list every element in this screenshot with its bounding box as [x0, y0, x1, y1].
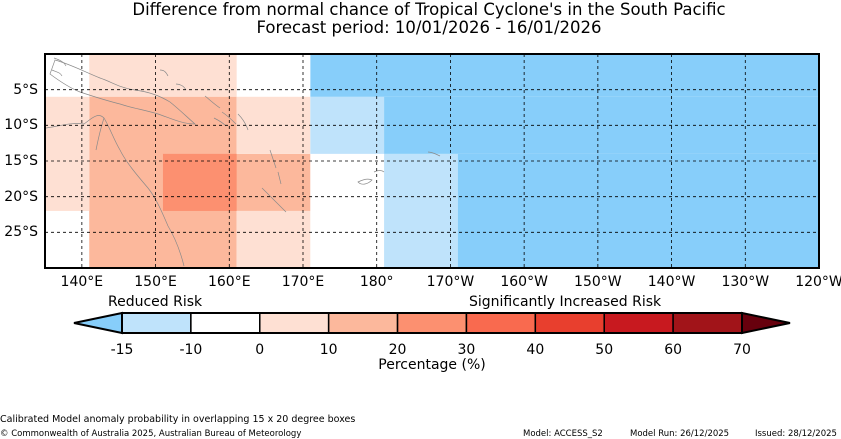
anomaly-cell-4 [162, 153, 237, 211]
lat-tick-label: 25°S [4, 224, 38, 241]
colorbar-segment [396, 312, 468, 334]
increased-risk-label: Significantly Increased Risk [469, 294, 662, 310]
colorbar-segment [121, 312, 192, 334]
anomaly-cell-11 [384, 96, 819, 154]
footer-model: Model: ACCESS_S2 [523, 429, 603, 439]
colorbar-tick: 70 [733, 342, 751, 358]
lat-tick-label: 5°S [13, 81, 38, 98]
anomaly-cell-10 [310, 54, 819, 97]
colorbar-tick: 30 [457, 342, 476, 358]
footer-issued: Issued: 28/12/2025 [755, 429, 837, 439]
forecast-period: Forecast period: 10/01/2026 - 16/01/2026 [256, 18, 602, 37]
colorbar [73, 311, 791, 335]
map-frame [44, 53, 820, 269]
lon-tick-label: 140°W [647, 274, 696, 290]
anomaly-cell-9 [384, 153, 458, 268]
colorbar-segment [603, 312, 674, 334]
lon-tick-label: 180° [359, 274, 394, 290]
lon-tick-label: 160°W [500, 274, 548, 290]
lon-tick-label: 170°E [281, 274, 325, 290]
anomaly-cell-2 [45, 96, 90, 211]
colorbar-segment [534, 312, 605, 334]
lon-tick-label: 160°E [207, 274, 251, 290]
anomaly-cell-6 [236, 210, 311, 268]
lat-tick-label: 20°S [4, 188, 38, 205]
colorbar-extend-low [73, 311, 123, 335]
colorbar-tick: 50 [595, 342, 614, 358]
footer-note: Calibrated Model anomaly probability in … [0, 414, 356, 425]
colorbar-tick: 0 [255, 342, 265, 358]
lat-tick-label: 15°S [4, 153, 38, 169]
lon-tick-label: 150°E [134, 274, 177, 290]
anomaly-cell-12 [457, 153, 819, 268]
colorbar-segment [465, 312, 537, 334]
chart-title: Difference from normal chance of Tropica… [132, 0, 726, 19]
colorbar-segment [327, 312, 399, 334]
reduced-risk-label: Reduced Risk [108, 294, 203, 310]
colorbar-segment [190, 312, 261, 334]
lon-tick-label: 140°E [60, 274, 104, 290]
footer-model-run: Model Run: 26/12/2025 [630, 429, 730, 439]
colorbar-tick: -15 [110, 342, 134, 358]
anomaly-cell-0 [89, 54, 237, 97]
lat-tick-label: 10°S [4, 117, 38, 134]
lon-tick-label: 130°W [721, 274, 770, 290]
colorbar-segment [672, 312, 743, 334]
colorbar-frame [121, 312, 743, 334]
colorbar-title: Percentage (%) [378, 357, 486, 373]
colorbar-tick: -10 [179, 342, 203, 358]
lon-tick-label: 120°W [795, 274, 841, 290]
coastline [45, 57, 441, 267]
lon-tick-label: 150°W [574, 274, 622, 290]
footer-copyright: © Commonwealth of Australia 2025, Austra… [0, 429, 302, 439]
colorbar-tick: 60 [664, 342, 683, 358]
colorbar-extend-high [741, 311, 791, 335]
colorbar-segment [259, 312, 330, 334]
lon-tick-label: 170°W [426, 274, 475, 290]
colorbar-tick: 10 [319, 342, 338, 358]
graticule [45, 54, 819, 268]
colorbar-tick: 20 [388, 342, 407, 358]
colorbar-tick: 40 [526, 342, 545, 358]
